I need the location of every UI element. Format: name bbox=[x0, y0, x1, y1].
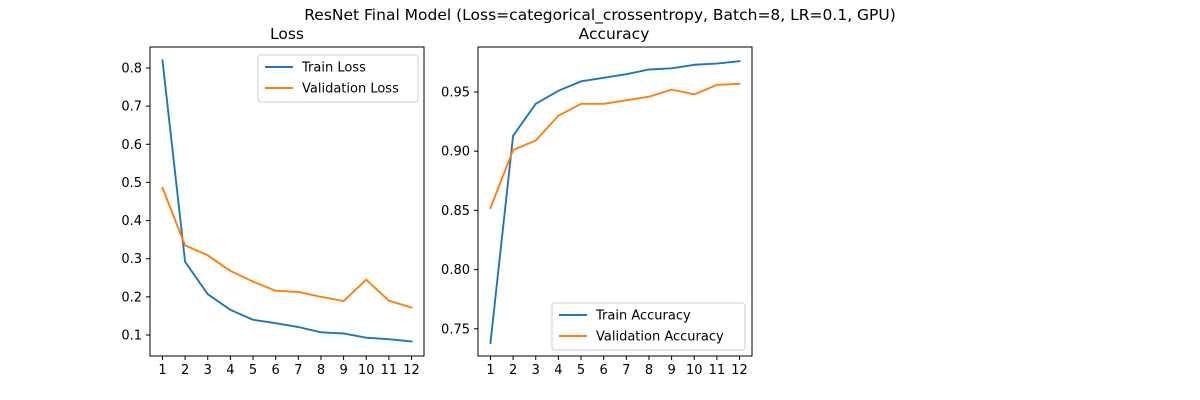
loss-x-tick-label: 1 bbox=[158, 363, 166, 378]
accuracy-x-tick-label: 9 bbox=[667, 363, 675, 378]
loss-y-tick-label: 0.5 bbox=[121, 176, 142, 191]
loss-y-tick-label: 0.6 bbox=[121, 138, 142, 153]
accuracy-y-tick-label: 0.90 bbox=[441, 145, 470, 160]
accuracy-y-tick-label: 0.80 bbox=[441, 263, 470, 278]
loss-series-line-train-loss bbox=[161, 59, 413, 343]
accuracy-chart-title: Accuracy bbox=[579, 25, 650, 43]
figure-suptitle: ResNet Final Model (Loss=categorical_cro… bbox=[304, 6, 896, 25]
accuracy-chart-panel: Accuracy 1 2 3 4 5 6 7 8 9 10 11 120.750.800.850.90… bbox=[441, 25, 753, 378]
loss-series-line-validation-loss bbox=[161, 186, 413, 309]
accuracy-x-tick-label: 10 bbox=[686, 363, 703, 378]
accuracy-series-line-train-accuracy bbox=[489, 60, 741, 345]
accuracy-axes-frame bbox=[477, 46, 753, 357]
accuracy-legend-box bbox=[551, 302, 746, 351]
accuracy-legend-label: Train Accuracy bbox=[595, 309, 691, 324]
loss-axes-frame bbox=[149, 46, 425, 357]
accuracy-x-tick-label: 8 bbox=[645, 363, 653, 378]
accuracy-x-tick-label: 12 bbox=[731, 363, 748, 378]
accuracy-y-tick-label: 0.95 bbox=[441, 85, 470, 100]
accuracy-y-tick-label: 0.75 bbox=[441, 322, 470, 337]
loss-y-tick-label: 0.2 bbox=[121, 290, 142, 305]
accuracy-x-tick-label: 7 bbox=[622, 363, 630, 378]
loss-y-tick-label: 0.8 bbox=[121, 61, 142, 76]
loss-x-tick-label: 5 bbox=[249, 363, 257, 378]
loss-y-tick-label: 0.1 bbox=[121, 329, 142, 344]
accuracy-x-tick-label: 3 bbox=[532, 363, 540, 378]
loss-x-tick-label: 6 bbox=[272, 363, 280, 378]
loss-y-tick-label: 0.7 bbox=[121, 100, 142, 115]
accuracy-series-line-validation-accuracy bbox=[489, 82, 741, 210]
loss-legend-box bbox=[257, 54, 419, 103]
loss-legend-label: Train Loss bbox=[301, 61, 366, 76]
loss-chart-panel: Loss 1 2 3 4 5 6 7 8 9 10 11 120.10.20.30.40.50.60.… bbox=[121, 25, 425, 378]
loss-x-tick-label: 7 bbox=[294, 363, 302, 378]
accuracy-x-tick-label: 4 bbox=[554, 363, 562, 378]
accuracy-legend-label: Validation Accuracy bbox=[596, 330, 724, 345]
accuracy-x-tick-label: 11 bbox=[709, 363, 726, 378]
accuracy-x-tick-label: 6 bbox=[600, 363, 608, 378]
loss-x-tick-label: 2 bbox=[181, 363, 189, 378]
loss-y-tick-label: 0.4 bbox=[121, 214, 142, 229]
loss-x-tick-label: 3 bbox=[204, 363, 212, 378]
loss-x-tick-label: 4 bbox=[226, 363, 234, 378]
loss-x-tick-label: 12 bbox=[403, 363, 420, 378]
loss-y-tick-label: 0.3 bbox=[121, 252, 142, 267]
loss-x-tick-label: 9 bbox=[339, 363, 347, 378]
loss-x-tick-label: 10 bbox=[358, 363, 375, 378]
loss-legend-label: Validation Loss bbox=[302, 82, 399, 97]
accuracy-x-tick-label: 1 bbox=[486, 363, 494, 378]
loss-x-tick-label: 11 bbox=[381, 363, 398, 378]
accuracy-y-tick-label: 0.85 bbox=[441, 204, 470, 219]
accuracy-x-tick-label: 5 bbox=[577, 363, 585, 378]
accuracy-x-tick-label: 2 bbox=[509, 363, 517, 378]
loss-chart-title: Loss bbox=[270, 25, 304, 43]
loss-x-tick-label: 8 bbox=[317, 363, 325, 378]
